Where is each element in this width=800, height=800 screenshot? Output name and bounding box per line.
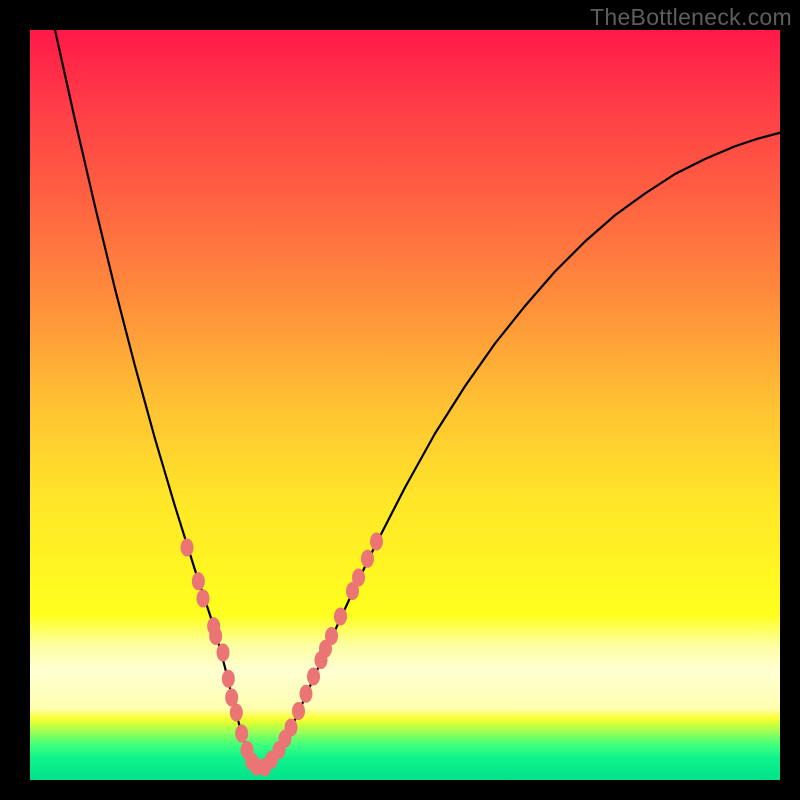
data-marker [352,569,365,587]
data-marker [217,644,230,662]
data-marker [209,627,222,645]
data-marker [181,539,194,557]
data-marker [361,550,374,568]
data-marker [325,627,338,645]
chart-svg [0,0,800,800]
marker-group [181,533,384,777]
bottleneck-curve [55,30,780,767]
data-marker [285,719,298,737]
data-marker [192,572,205,590]
data-marker [292,702,305,720]
data-marker [370,533,383,551]
chart-stage: TheBottleneck.com [0,0,800,800]
data-marker [222,670,235,688]
data-marker [235,725,248,743]
data-marker [197,590,210,608]
watermark-text: TheBottleneck.com [590,4,792,31]
data-marker [307,668,320,686]
data-marker [334,608,347,626]
data-marker [300,685,313,703]
data-marker [230,704,243,722]
